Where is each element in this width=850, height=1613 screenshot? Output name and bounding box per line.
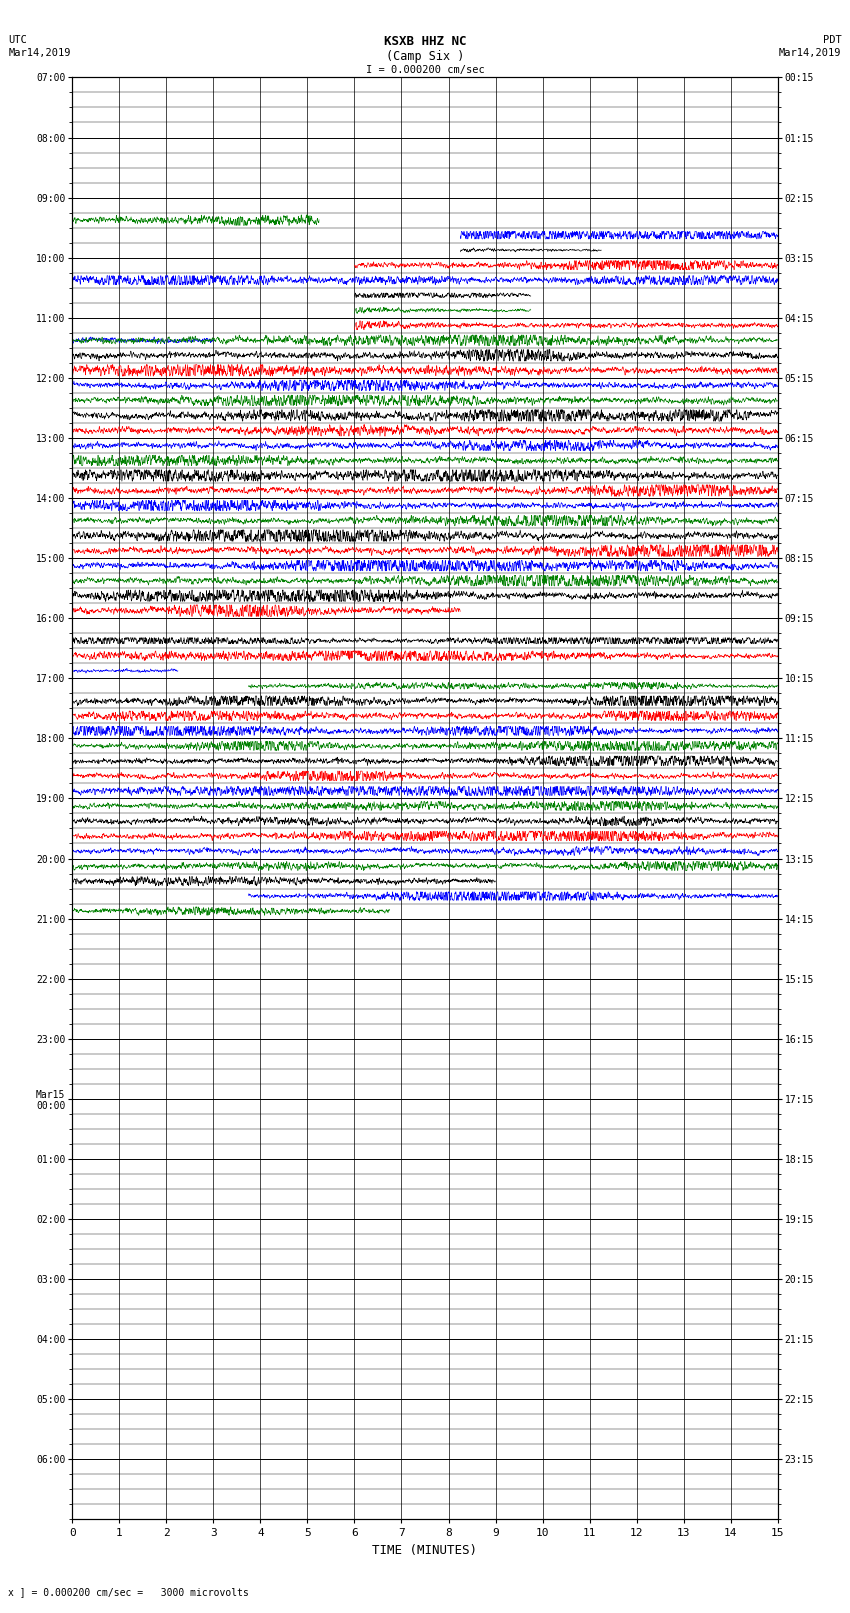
Text: PDT: PDT	[823, 35, 842, 45]
Text: I = 0.000200 cm/sec: I = 0.000200 cm/sec	[366, 65, 484, 74]
X-axis label: TIME (MINUTES): TIME (MINUTES)	[372, 1544, 478, 1557]
Text: KSXB HHZ NC: KSXB HHZ NC	[383, 35, 467, 48]
Text: Mar14,2019: Mar14,2019	[8, 48, 71, 58]
Text: x ] = 0.000200 cm/sec =   3000 microvolts: x ] = 0.000200 cm/sec = 3000 microvolts	[8, 1587, 249, 1597]
Text: (Camp Six ): (Camp Six )	[386, 50, 464, 63]
Text: Mar14,2019: Mar14,2019	[779, 48, 842, 58]
Text: UTC: UTC	[8, 35, 27, 45]
